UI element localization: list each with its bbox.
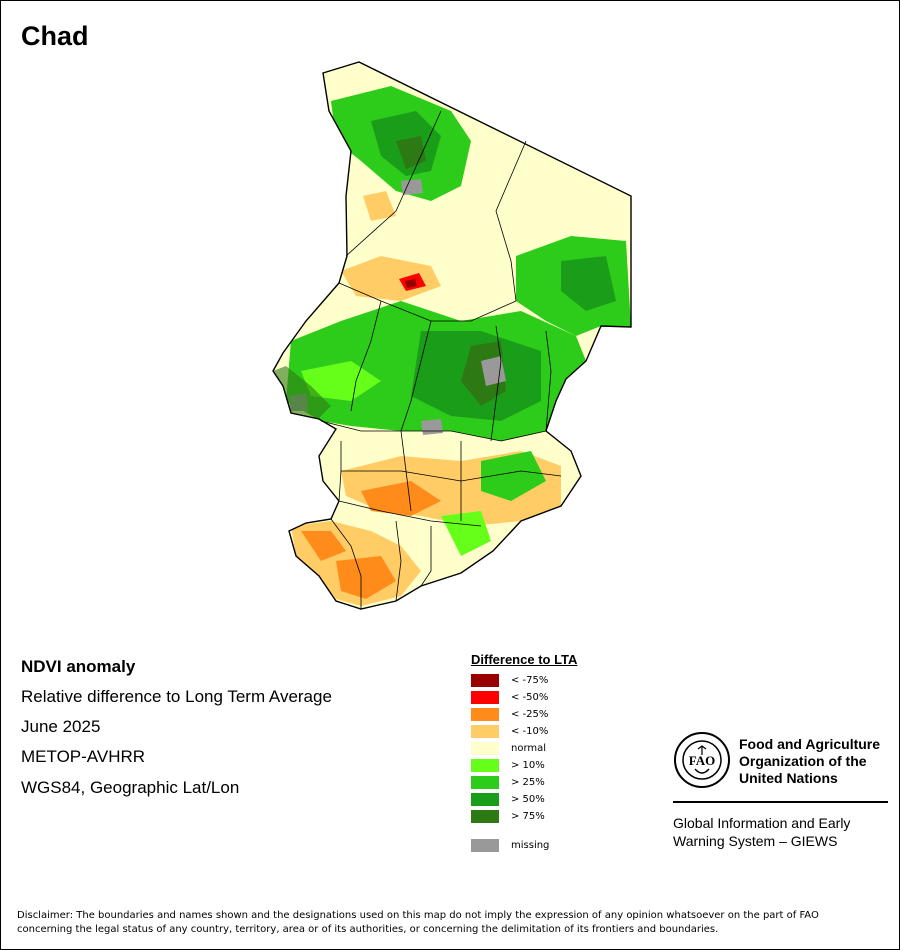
legend-label: < -50%: [511, 692, 549, 703]
legend-swatch: [471, 725, 499, 738]
admin-boundaries: [320, 110, 562, 609]
legend-label-missing: missing: [511, 840, 550, 851]
legend-label: > 25%: [511, 777, 545, 788]
fao-name-line-2: Organization of the: [739, 753, 867, 769]
giews-line-2: Warning System – GIEWS: [673, 833, 838, 849]
legend-label: < -10%: [511, 726, 549, 737]
fao-logo-icon: FAO: [674, 732, 730, 788]
legend-item: < -25%: [471, 706, 671, 723]
legend-item: > 10%: [471, 757, 671, 774]
legend-label: > 10%: [511, 760, 545, 771]
legend-item: < -50%: [471, 689, 671, 706]
disclaimer-line-2: concerning the legal status of any count…: [17, 924, 719, 935]
map-sensor: METOP-AVHRR: [21, 747, 146, 766]
legend-label: < -75%: [511, 675, 549, 686]
fao-name-line-3: United Nations: [739, 770, 838, 786]
legend-label: > 50%: [511, 794, 545, 805]
svg-text:FAO: FAO: [689, 753, 715, 768]
legend-label: normal: [511, 743, 547, 754]
map-title: Chad: [21, 21, 89, 51]
chad-ndvi-map: [272, 61, 632, 610]
disclaimer-line-1: Disclaimer: The boundaries and names sho…: [17, 910, 819, 921]
disclaimer: Disclaimer: The boundaries and names sho…: [17, 909, 887, 937]
legend-label: > 75%: [511, 811, 545, 822]
giews-name: Global Information and Early Warning Sys…: [673, 814, 893, 850]
map-date: June 2025: [21, 717, 101, 736]
legend-swatch: [471, 674, 499, 687]
fao-divider: [673, 801, 888, 803]
legend-title: Difference to LTA: [471, 652, 578, 667]
legend-swatch: [471, 691, 499, 704]
legend-item: > 50%: [471, 791, 671, 808]
legend-label: < -25%: [511, 709, 549, 720]
legend-item: < -75%: [471, 672, 671, 689]
fao-name-line-1: Food and Agriculture: [739, 736, 881, 752]
ndvi-raster: [273, 62, 631, 609]
legend-item: < -10%: [471, 723, 671, 740]
map-description: Relative difference to Long Term Average: [21, 687, 332, 706]
legend-item: normal: [471, 740, 671, 757]
legend-items: < -75% < -50% < -25% < -10% normal > 10% > 25%…: [471, 672, 671, 825]
legend-item: > 25%: [471, 774, 671, 791]
legend-item-missing: missing: [471, 837, 671, 854]
fao-name: Food and Agriculture Organization of the…: [739, 736, 899, 787]
legend-swatch: [471, 776, 499, 789]
map-projection: WGS84, Geographic Lat/Lon: [21, 778, 240, 797]
legend-item: > 75%: [471, 808, 671, 825]
legend: Difference to LTA < -75% < -50% < -25% < -1…: [471, 652, 671, 854]
legend-swatch-missing: [471, 839, 499, 852]
giews-line-1: Global Information and Early: [673, 815, 851, 831]
map-variable: NDVI anomaly: [21, 657, 136, 676]
legend-swatch: [471, 759, 499, 772]
legend-swatch: [471, 708, 499, 721]
legend-swatch: [471, 793, 499, 806]
legend-swatch: [471, 742, 499, 755]
legend-swatch: [471, 810, 499, 823]
